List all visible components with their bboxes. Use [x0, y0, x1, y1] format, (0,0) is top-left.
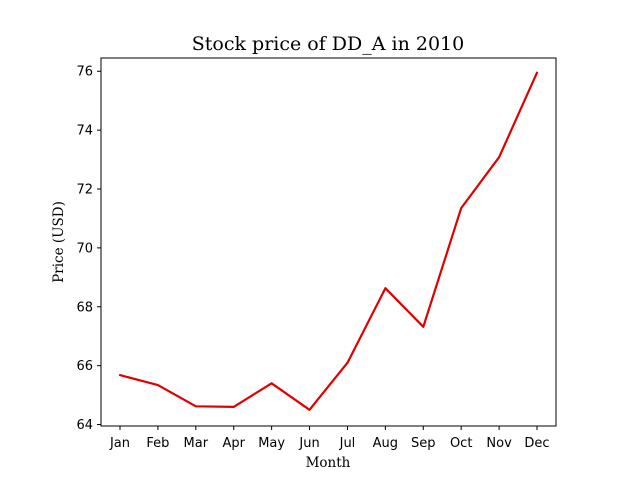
x-tick-label: Oct [450, 436, 472, 451]
y-axis-label: Price (USD) [51, 201, 67, 283]
x-tick-label: Apr [222, 436, 245, 451]
x-axis-ticks: Jan Feb Mar Apr May Jun Jul Aug Sep Oct Nov Dec [109, 426, 550, 451]
x-tick-label: Dec [524, 436, 549, 451]
y-tick-label: 66 [76, 359, 93, 374]
series-layer [118, 71, 539, 411]
y-tick-label: 70 [76, 241, 93, 256]
plot-frame [100, 57, 557, 427]
x-tick-label: Aug [373, 436, 398, 451]
y-tick-label: 68 [76, 300, 93, 315]
x-tick-label: Sep [411, 436, 436, 451]
x-axis-label: Month [306, 455, 351, 471]
y-tick-label: 72 [76, 183, 93, 198]
y-axis-ticks: 64 66 68 70 72 74 76 [76, 65, 101, 433]
y-tick-label: 76 [76, 65, 93, 80]
x-tick-label: Mar [184, 436, 209, 451]
x-tick-label: Jun [298, 436, 319, 451]
series-line [118, 71, 539, 411]
x-tick-label: May [258, 436, 285, 451]
y-tick-label: 64 [76, 418, 93, 433]
x-tick-label: Jan [109, 436, 130, 451]
x-tick-label: Feb [146, 436, 169, 451]
x-tick-label: Jul [339, 436, 356, 451]
x-tick-label: Nov [486, 436, 512, 451]
y-tick-label: 74 [76, 124, 93, 139]
chart-title: Stock price of DD_A in 2010 [192, 33, 464, 55]
